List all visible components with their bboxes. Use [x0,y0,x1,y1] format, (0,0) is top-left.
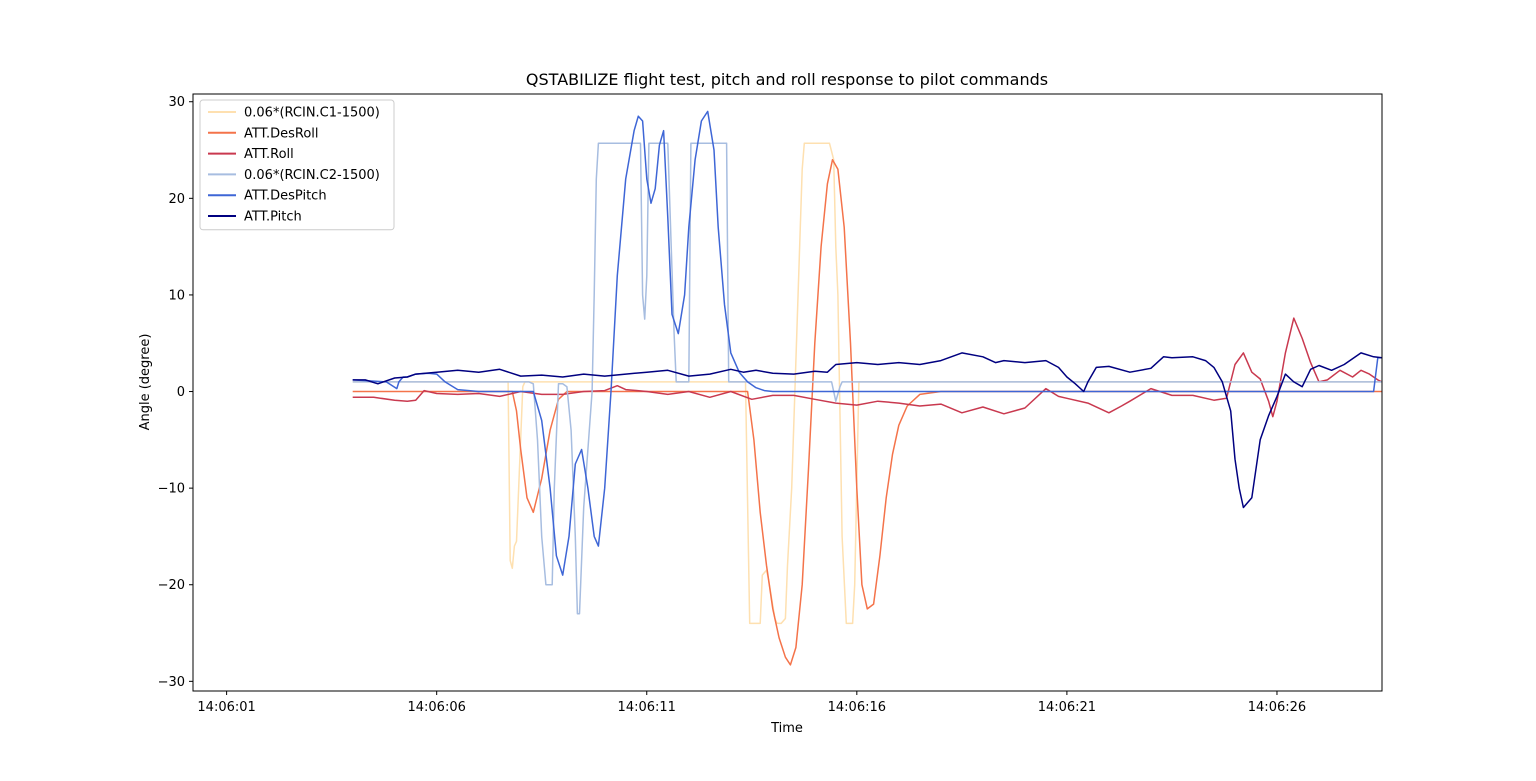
y-tick-label: 20 [168,192,185,207]
y-tick-label: 30 [168,95,185,110]
legend-entry-label: 0.06*(RCIN.C2-1500) [244,168,380,183]
x-tick-label: 14:06:26 [1248,700,1306,715]
series-line-2 [352,317,1382,418]
y-tick-label: −20 [158,578,185,593]
series-line-4 [352,110,1382,576]
legend-entry-label: ATT.Pitch [244,210,302,225]
legend-entry-label: ATT.Roll [244,147,294,162]
x-tick-label: 14:06:16 [828,700,886,715]
legend-entry-label: 0.06*(RCIN.C1-1500) [244,106,380,121]
x-tick-label: 14:06:21 [1038,700,1096,715]
legend-entry-label: ATT.DesRoll [244,126,319,141]
x-tick-label: 14:06:06 [407,700,465,715]
legend-box [199,99,395,231]
chart-title: QSTABILIZE flight test, pitch and roll r… [526,70,1048,89]
series-line-3 [352,142,1382,615]
y-axis-label: Angle (degree) [138,334,153,431]
series-line-5 [352,352,1382,509]
y-tick-label: −30 [158,675,185,690]
legend: 0.06*(RCIN.C1-1500) ATT.DesRoll ATT.Roll 0.… [199,99,395,231]
x-tick-label: 14:06:11 [618,700,676,715]
y-tick-label: 0 [177,385,185,400]
legend-entry-label: ATT.DesPitch [244,189,327,204]
y-tick-label: −10 [158,482,185,497]
x-axis-label: Time [770,721,803,736]
series-line-0 [352,142,1382,625]
x-tick-label: 14:06:01 [197,700,255,715]
y-tick-label: 10 [168,288,185,303]
plot-frame [192,93,1383,692]
